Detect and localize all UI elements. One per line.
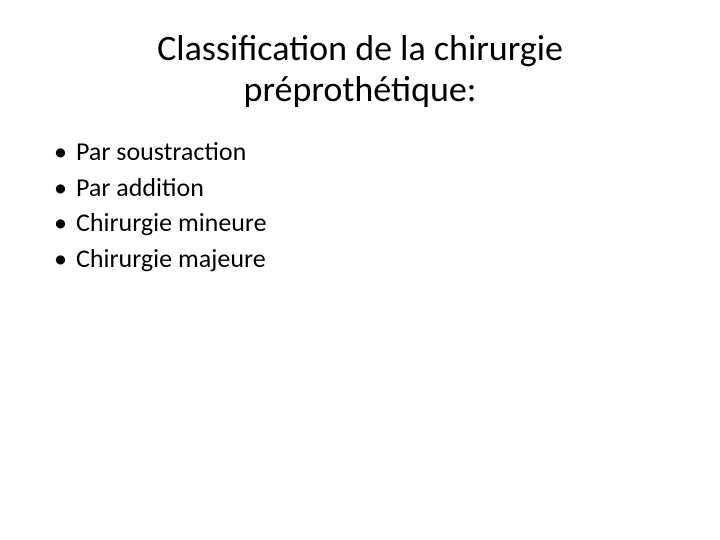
slide-content: • Par soustraction • Par addition • Chir… <box>40 135 680 276</box>
bullet-text: Chirurgie majeure <box>76 242 680 276</box>
slide-container: Classification de la chirurgie préprothé… <box>0 0 720 540</box>
bullet-icon: • <box>48 206 76 240</box>
bullet-icon: • <box>48 171 76 205</box>
bullet-text: Par addition <box>76 171 680 205</box>
slide-title: Classification de la chirurgie préprothé… <box>40 28 680 111</box>
bullet-list: • Par soustraction • Par addition • Chir… <box>48 135 680 276</box>
bullet-icon: • <box>48 135 76 169</box>
list-item: • Par soustraction <box>48 135 680 169</box>
title-line-1: Classification de la chirurgie <box>157 26 563 70</box>
list-item: • Chirurgie mineure <box>48 206 680 240</box>
bullet-text: Chirurgie mineure <box>76 206 680 240</box>
list-item: • Par addition <box>48 171 680 205</box>
list-item: • Chirurgie majeure <box>48 242 680 276</box>
bullet-text: Par soustraction <box>76 135 680 169</box>
title-line-2: préprothétique: <box>244 67 477 111</box>
bullet-icon: • <box>48 242 76 276</box>
